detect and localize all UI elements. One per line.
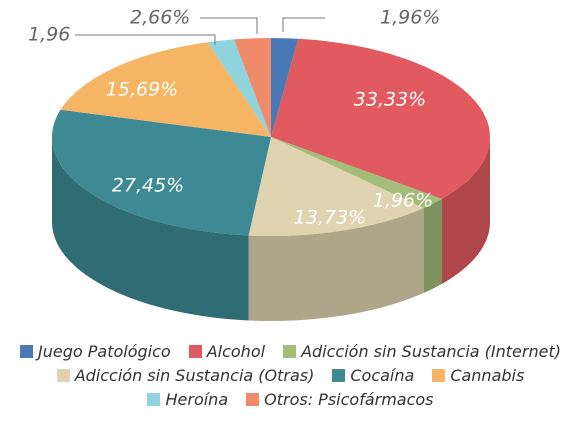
legend-swatch xyxy=(332,369,346,382)
legend-swatch xyxy=(432,369,446,382)
legend-item: Adicción sin Sustancia (Otras) xyxy=(56,366,315,385)
legend-label: Otros: Psicofármacos xyxy=(264,390,434,409)
pie-side xyxy=(423,198,442,293)
legend-swatch xyxy=(246,393,260,406)
legend-row: Heroína Otros: Psicofármacos xyxy=(0,390,581,409)
legend-swatch xyxy=(147,393,161,406)
leader-line xyxy=(282,17,325,32)
legend-label: Cocaína xyxy=(350,366,415,385)
data-label: 1,96 xyxy=(28,24,70,46)
data-label: 1,96% xyxy=(373,190,433,212)
pie-slice xyxy=(248,137,424,236)
leader-line xyxy=(75,34,216,45)
data-label: 15,69% xyxy=(106,79,178,101)
data-label: 1,96% xyxy=(380,7,440,29)
legend-swatch xyxy=(188,345,202,358)
pie-slice xyxy=(271,38,490,199)
pie-side xyxy=(441,137,490,284)
pie-side xyxy=(248,207,424,321)
pie-slice xyxy=(234,38,271,137)
pie-slice xyxy=(271,38,299,137)
pie-slice xyxy=(207,39,271,137)
legend-label: Juego Patológico xyxy=(38,342,171,361)
legend-item: Heroína xyxy=(147,390,228,409)
legend-label: Heroína xyxy=(165,390,229,409)
data-label: 2,66% xyxy=(130,7,190,29)
pie-side xyxy=(52,137,249,321)
legend-item: Cocaína xyxy=(332,366,414,385)
legend-swatch xyxy=(56,369,70,382)
legend-item: Otros: Psicofármacos xyxy=(246,390,434,409)
legend-label: Adicción sin Sustancia (Otras) xyxy=(74,366,315,385)
legend-label: Cannabis xyxy=(450,366,525,385)
pie-slice xyxy=(51,109,272,236)
legend: Juego Patológico Alcohol Adicción sin Sust… xyxy=(0,342,581,414)
legend-swatch xyxy=(283,345,297,358)
chart: 1,96% 33,33% 1,96% 13,73% 27,45% 15,69% 1,96 2,… xyxy=(28,7,490,321)
legend-row: Juego Patológico Alcohol Adicción sin Sust… xyxy=(0,342,581,361)
data-label: 33,33% xyxy=(354,89,426,111)
legend-item: Alcohol xyxy=(188,342,266,361)
legend-item: Adicción sin Sustancia (Internet) xyxy=(283,342,561,361)
legend-row: Adicción sin Sustancia (Otras) Cocaína Can… xyxy=(0,366,581,385)
legend-label: Adicción sin Sustancia (Internet) xyxy=(301,342,561,361)
data-label: 27,45% xyxy=(112,175,184,197)
leader-line xyxy=(200,17,258,34)
legend-item: Juego Patológico xyxy=(20,342,171,361)
legend-swatch xyxy=(20,345,34,358)
data-label: 13,73% xyxy=(294,207,366,229)
legend-label: Alcohol xyxy=(206,342,266,361)
pie-slice xyxy=(271,137,442,208)
pie-slice xyxy=(60,42,271,137)
legend-item: Cannabis xyxy=(432,366,524,385)
